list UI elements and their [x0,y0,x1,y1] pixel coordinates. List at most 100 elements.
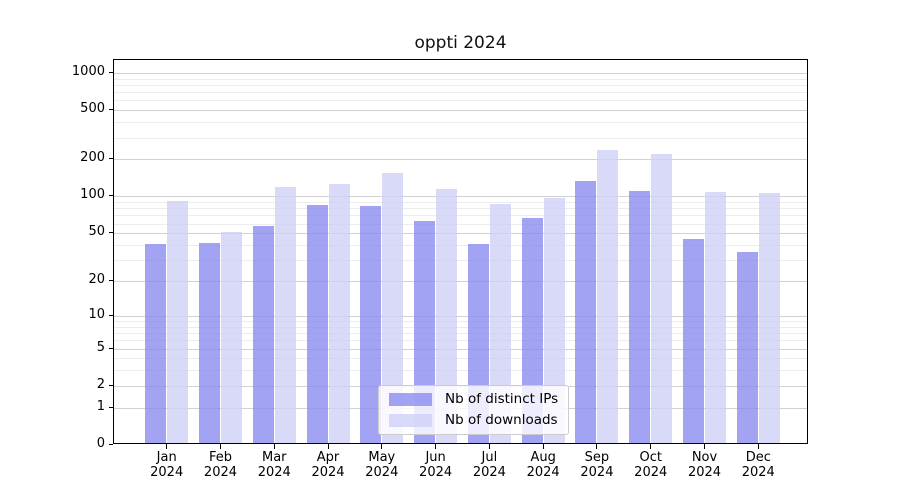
y-tick-label: 0 [96,436,105,451]
x-tick-mark [327,444,329,449]
x-tick-label: Nov 2024 [678,450,732,480]
x-tick-label-month: Dec [745,450,771,465]
x-tick-label-month: Nov [691,450,718,465]
x-tick-label-year: 2024 [580,465,614,480]
plot-area: Nb of distinct IPs Nb of downloads [113,59,808,444]
y-tick-mark [109,109,113,111]
bar-distinct-ips-sep [575,181,597,443]
x-tick-label: Jan 2024 [140,450,194,480]
x-tick-label: Jul 2024 [462,450,516,480]
legend: Nb of distinct IPs Nb of downloads [378,385,570,435]
major-gridline [114,233,807,235]
minor-gridline [114,333,807,335]
bar-downloads-may [382,173,404,443]
bar-distinct-ips-oct [629,190,651,443]
minor-gridline [114,321,807,322]
legend-label-downloads: Nb of downloads [445,412,558,428]
bar-distinct-ips-jan [145,244,167,443]
bar-downloads-aug [543,198,565,443]
y-tick-mark [109,314,113,316]
x-tick-label-year: 2024 [687,465,722,480]
y-tick-mark [109,232,113,234]
x-tick-label: Sep 2024 [570,450,624,480]
x-tick-label-month: Sep [584,450,610,465]
x-tick-label-month: Aug [530,450,556,465]
y-tick-mark [109,280,113,282]
x-tick-label-month: Jan [156,450,177,465]
bar-downloads-oct [651,153,673,443]
y-tick-label: 2 [96,376,105,392]
major-gridline [114,196,807,198]
x-tick-label-year: 2024 [203,465,238,480]
x-tick-label-month: Oct [639,450,662,465]
bar-distinct-ips-nov [683,239,704,443]
y-tick-mark [109,195,113,197]
y-tick-mark [109,158,113,160]
x-tick-mark [381,444,383,449]
legend-item-downloads: Nb of downloads [389,413,558,428]
minor-gridline [114,370,807,372]
x-tick-label: Apr 2024 [301,450,355,480]
major-gridline [114,72,807,74]
x-tick-mark [435,444,437,449]
y-tick-label: 100 [80,187,105,203]
x-tick-label-month: Jun [425,450,446,465]
y-tick-label: 20 [88,272,105,288]
y-tick-label: 10 [88,306,105,322]
y-tick-label: 200 [80,150,105,166]
x-tick-label-year: 2024 [257,465,291,480]
minor-gridline [114,122,807,124]
minor-gridline [114,92,807,94]
y-tick-mark [109,444,113,445]
x-tick-label: Feb 2024 [193,450,247,480]
x-tick-label: Jun 2024 [409,450,463,480]
y-tick-label: 5 [96,339,105,355]
legend-swatch-distinct-ips [389,393,432,406]
bar-downloads-jun [436,189,458,443]
y-tick-mark [109,384,113,386]
major-gridline [114,110,807,112]
x-tick-mark [757,444,759,449]
major-gridline [114,159,807,161]
x-tick-mark [542,444,544,449]
major-gridline [114,281,807,283]
y-tick-label: 1000 [71,63,105,79]
x-tick-label-year: 2024 [311,465,345,480]
x-tick-mark [166,444,168,449]
x-tick-label: Oct 2024 [624,450,678,480]
x-tick-mark [704,444,705,449]
bar-downloads-dec [758,193,780,443]
bar-downloads-nov [705,191,726,443]
x-tick-label-month: Apr [316,450,340,465]
minor-gridline [114,260,807,262]
minor-gridline [114,208,807,210]
legend-swatch-downloads [389,414,432,427]
minor-gridline [114,223,807,225]
x-tick-label-year: 2024 [526,465,560,480]
y-tick-mark [109,406,113,408]
bar-downloads-mar [274,187,296,443]
minor-gridline [114,245,807,246]
bar-distinct-ips-mar [252,226,274,443]
y-tick-label: 1 [96,398,105,414]
minor-gridline [114,137,807,139]
x-tick-mark [488,444,490,449]
y-tick-label: 50 [88,224,105,240]
x-tick-mark [596,444,598,449]
minor-gridline [114,340,807,342]
bar-distinct-ips-apr [306,205,328,443]
x-tick-label-year: 2024 [634,465,668,480]
y-tick-mark [109,71,113,73]
bar-distinct-ips-may [360,205,382,443]
bar-downloads-feb [220,232,242,443]
x-tick-label-year: 2024 [150,465,184,480]
major-gridline [114,348,807,350]
x-tick-label-month: Feb [208,450,232,465]
x-tick-label-month: May [368,450,396,465]
minor-gridline [114,100,807,102]
y-tick-mark [109,347,113,349]
x-tick-label-year: 2024 [741,465,775,480]
x-tick-label-year: 2024 [419,465,453,480]
x-tick-label-month: Mar [261,450,287,465]
